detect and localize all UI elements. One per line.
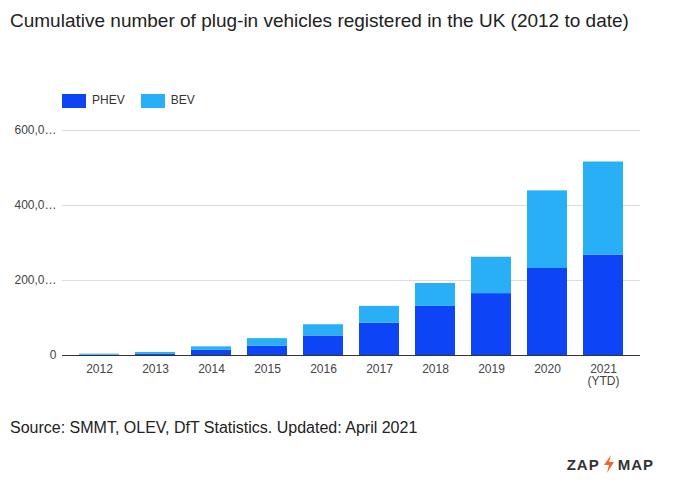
- svg-text:2014: 2014: [198, 362, 225, 376]
- html-text:BEV: BEV: [170, 93, 195, 107]
- svg-text:400,0…: 400,0…: [14, 198, 56, 212]
- html-text:MAP: MAP: [617, 455, 654, 473]
- svg-text:2012: 2012: [86, 362, 113, 376]
- html-text:Cumulative number of plug-in v: Cumulative number of plug-in vehicles re…: [10, 10, 629, 31]
- svg-text:2013: 2013: [142, 362, 169, 376]
- svg-text:2016: 2016: [310, 362, 337, 376]
- svg-text:2019: 2019: [478, 362, 505, 376]
- svg-text:2017: 2017: [366, 362, 393, 376]
- svg-text:2020: 2020: [534, 362, 561, 376]
- svg-text:2021(YTD): 2021(YTD): [588, 362, 620, 388]
- svg-text:0: 0: [50, 348, 57, 362]
- html-text:PHEV: PHEV: [92, 93, 125, 107]
- html-text:ZAP: ZAP: [566, 455, 600, 473]
- svg-text:2015: 2015: [254, 362, 281, 376]
- html-text:Source: SMMT, OLEV, DfT Statis: Source: SMMT, OLEV, DfT Statistics. Upda…: [10, 419, 418, 436]
- svg-text:600,0…: 600,0…: [14, 123, 56, 137]
- svg-text:2018: 2018: [422, 362, 449, 376]
- svg-text:200,0…: 200,0…: [14, 273, 56, 287]
